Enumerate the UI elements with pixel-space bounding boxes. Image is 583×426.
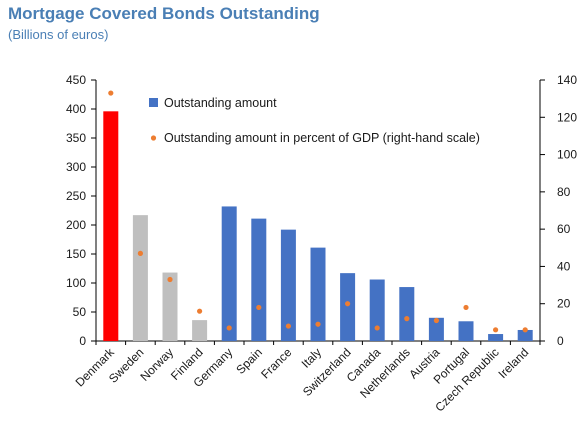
right-tick-label: 40 (557, 259, 571, 273)
right-tick-label: 20 (557, 297, 571, 311)
bar (251, 218, 267, 341)
bar (132, 215, 148, 341)
legend: Outstanding amount Outstanding amount in… (149, 96, 480, 145)
gdp-percent-dot (137, 250, 143, 256)
gdp-percent-dot (226, 325, 232, 331)
dots (108, 90, 528, 333)
bar (369, 279, 385, 341)
bar (458, 321, 474, 341)
left-tick-label: 250 (66, 189, 86, 203)
bar (103, 111, 119, 341)
right-tick-label: 60 (557, 222, 571, 236)
left-tick-label: 200 (66, 218, 86, 232)
gdp-percent-dot (463, 304, 469, 311)
bar (162, 272, 178, 341)
bar (340, 273, 356, 341)
bar (221, 206, 237, 341)
gdp-percent-dot (285, 323, 291, 329)
gdp-percent-dot (345, 301, 351, 307)
legend-bar-swatch (149, 98, 158, 107)
right-tick-label: 140 (557, 73, 577, 87)
category-label: Ireland (495, 345, 531, 381)
bars (103, 111, 533, 341)
category-label: France (258, 345, 295, 382)
left-tick-label: 100 (66, 276, 86, 290)
gdp-percent-dot (256, 304, 262, 311)
gdp-percent-dot (404, 316, 410, 322)
gdp-percent-dot (493, 327, 499, 333)
right-tick-label: 0 (557, 334, 564, 348)
category-label: Italy (299, 345, 324, 370)
category-label: Norway (137, 345, 176, 384)
right-tick-label: 120 (557, 110, 577, 124)
gdp-percent-dot (167, 276, 173, 283)
bar (399, 287, 415, 341)
category-label: Denmark (73, 345, 118, 390)
legend-dot-swatch (150, 135, 157, 141)
chart-title: Mortgage Covered Bonds Outstanding (8, 4, 320, 23)
left-tick-label: 350 (66, 131, 86, 145)
left-tick-label: 400 (66, 102, 86, 116)
left-tick-label: 50 (73, 305, 87, 319)
gdp-percent-dot (374, 325, 380, 331)
bar (488, 334, 504, 341)
gdp-percent-dot (108, 90, 114, 96)
bar (192, 320, 208, 341)
gdp-percent-dot (315, 321, 321, 327)
right-tick-label: 100 (557, 148, 577, 162)
bar (280, 229, 296, 341)
gdp-percent-dot (433, 317, 439, 324)
gdp-percent-dot (522, 327, 528, 333)
gdp-percent-dot (197, 308, 203, 314)
left-tick-label: 0 (79, 334, 86, 348)
bar (517, 329, 533, 341)
left-tick-label: 450 (66, 73, 86, 87)
left-tick-label: 150 (66, 247, 86, 261)
legend-dot-label: Outstanding amount in percent of GDP (ri… (164, 131, 480, 145)
right-tick-label: 80 (557, 185, 571, 199)
chart-subtitle: (Billions of euros) (8, 27, 109, 42)
bar (428, 317, 444, 341)
bar (310, 247, 326, 341)
legend-bar-label: Outstanding amount (164, 96, 277, 110)
left-tick-label: 300 (66, 160, 86, 174)
